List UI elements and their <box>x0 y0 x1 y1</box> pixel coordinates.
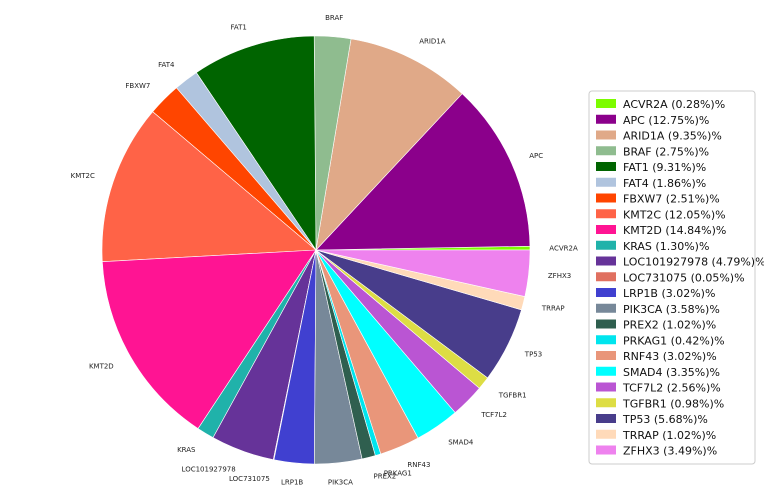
slice-label-apc: APC <box>529 152 543 160</box>
legend-swatch-acvr2a <box>596 99 616 108</box>
legend-swatch-rnf43 <box>596 351 616 360</box>
legend-label-zfhx3: ZFHX3 (3.49%)% <box>623 445 717 458</box>
legend-label-lrp1b: LRP1B (3.02%)% <box>623 287 715 300</box>
legend-swatch-prkag1 <box>596 335 616 345</box>
slice-label-fbxw7: FBXW7 <box>125 82 150 90</box>
slice-label-prkag1: PRKAG1 <box>384 470 412 478</box>
legend-swatch-lrp1b <box>596 288 616 297</box>
slice-label-loc101927978: LOC101927978 <box>182 466 236 474</box>
legend-swatch-tcf7l2 <box>596 382 616 392</box>
slice-label-tgfbr1: TGFBR1 <box>498 392 527 400</box>
legend-swatch-arid1a <box>596 130 616 140</box>
legend-label-loc731075: LOC731075 (0.05%)% <box>623 271 745 284</box>
slice-label-prex2: PREX2 <box>374 473 397 481</box>
slice-label-zfhx3: ZFHX3 <box>548 272 571 280</box>
legend-swatch-fat4 <box>596 177 616 187</box>
legend-swatch-pik3ca <box>596 303 616 313</box>
pie-slices <box>101 35 531 465</box>
legend-label-acvr2a: ACVR2A (0.28%)% <box>623 98 725 111</box>
legend-label-prkag1: PRKAG1 (0.42%)% <box>623 334 725 347</box>
legend: ACVR2A (0.28%)% APC (12.75%)% ARID1A (9.35… <box>588 90 764 465</box>
legend-label-tp53: TP53 (5.68%)% <box>622 413 708 426</box>
legend-label-fbxw7: FBXW7 (2.51%)% <box>623 193 720 206</box>
legend-frame <box>588 90 756 465</box>
legend-items: ACVR2A (0.28%)% APC (12.75%)% ARID1A (9.35… <box>596 98 764 458</box>
slice-label-tcf7l2: TCF7L2 <box>480 411 507 419</box>
pie-slice-arid1a <box>315 38 463 251</box>
legend-label-pik3ca: PIK3CA (3.58%)% <box>623 303 720 316</box>
pie-slice-fat1 <box>195 35 317 251</box>
legend-swatch-tp53 <box>596 414 616 423</box>
legend-swatch-zfhx3 <box>596 445 616 455</box>
legend-swatch-prex2 <box>596 319 616 329</box>
slice-label-braf: BRAF <box>325 14 343 22</box>
slice-label-rnf43: RNF43 <box>407 461 430 469</box>
slice-label-kras: KRAS <box>177 446 196 454</box>
pie-slice-kmt2d <box>102 249 317 430</box>
legend-swatch-kmt2c <box>596 209 616 219</box>
legend-swatch-loc101927978 <box>596 256 616 266</box>
legend-swatch-loc731075 <box>596 272 616 282</box>
legend-label-tcf7l2: TCF7L2 (2.56%)% <box>622 382 721 395</box>
legend-swatch-braf <box>596 146 616 156</box>
legend-label-braf: BRAF (2.75%)% <box>623 145 709 158</box>
legend-swatch-apc <box>596 114 616 124</box>
legend-label-trrap: TRRAP (1.02%)% <box>622 429 716 442</box>
legend-label-smad4: SMAD4 (3.35%)% <box>623 366 720 379</box>
legend-label-kmt2d: KMT2D (14.84%)% <box>623 224 726 237</box>
slice-label-smad4: SMAD4 <box>448 439 474 447</box>
slice-label-trrap: TRRAP <box>541 305 565 313</box>
slice-label-fat1: FAT1 <box>230 24 246 32</box>
slice-label-fat4: FAT4 <box>158 61 175 69</box>
legend-swatch-kmt2d <box>596 225 616 234</box>
slice-label-arid1a: ARID1A <box>419 37 446 45</box>
legend-label-kmt2c: KMT2C (12.05%)% <box>623 208 726 221</box>
pie-labels: ACVR2A APC ARID1A BRAF FAT1 FAT4 FBXW7 KMT2C KMT… <box>71 14 578 487</box>
legend-label-kras: KRAS (1.30%)% <box>623 240 709 253</box>
legend-swatch-fat1 <box>596 162 616 171</box>
legend-label-apc: APC (12.75%)% <box>623 114 709 127</box>
legend-label-prex2: PREX2 (1.02%)% <box>623 319 716 332</box>
slice-label-acvr2a: ACVR2A <box>549 244 578 252</box>
slice-label-pik3ca: PIK3CA <box>328 479 353 487</box>
slice-label-lrp1b: LRP1B <box>281 479 303 487</box>
legend-label-fat1: FAT1 (9.31%)% <box>623 161 706 174</box>
legend-swatch-smad4 <box>596 366 616 376</box>
legend-swatch-trrap <box>596 429 616 439</box>
legend-label-tgfbr1: TGFBR1 (0.98%)% <box>622 397 724 410</box>
slice-label-loc731075: LOC731075 <box>229 475 270 483</box>
pie-slice-zfhx3 <box>315 249 531 297</box>
pie-slice-kmt2c <box>101 111 317 263</box>
legend-label-loc101927978: LOC101927978 (4.79%)% <box>623 256 764 269</box>
legend-label-fat4: FAT4 (1.86%)% <box>623 177 706 190</box>
legend-swatch-kras <box>596 240 616 250</box>
legend-swatch-fbxw7 <box>596 193 616 203</box>
slice-label-kmt2c: KMT2C <box>71 172 95 180</box>
slice-label-tp53: TP53 <box>524 351 542 359</box>
legend-swatch-tgfbr1 <box>596 398 616 408</box>
legend-label-rnf43: RNF43 (3.02%)% <box>623 350 717 363</box>
slice-label-kmt2d: KMT2D <box>89 363 114 371</box>
legend-label-arid1a: ARID1A (9.35%)% <box>623 130 722 143</box>
pie-slice-apc <box>315 93 531 251</box>
